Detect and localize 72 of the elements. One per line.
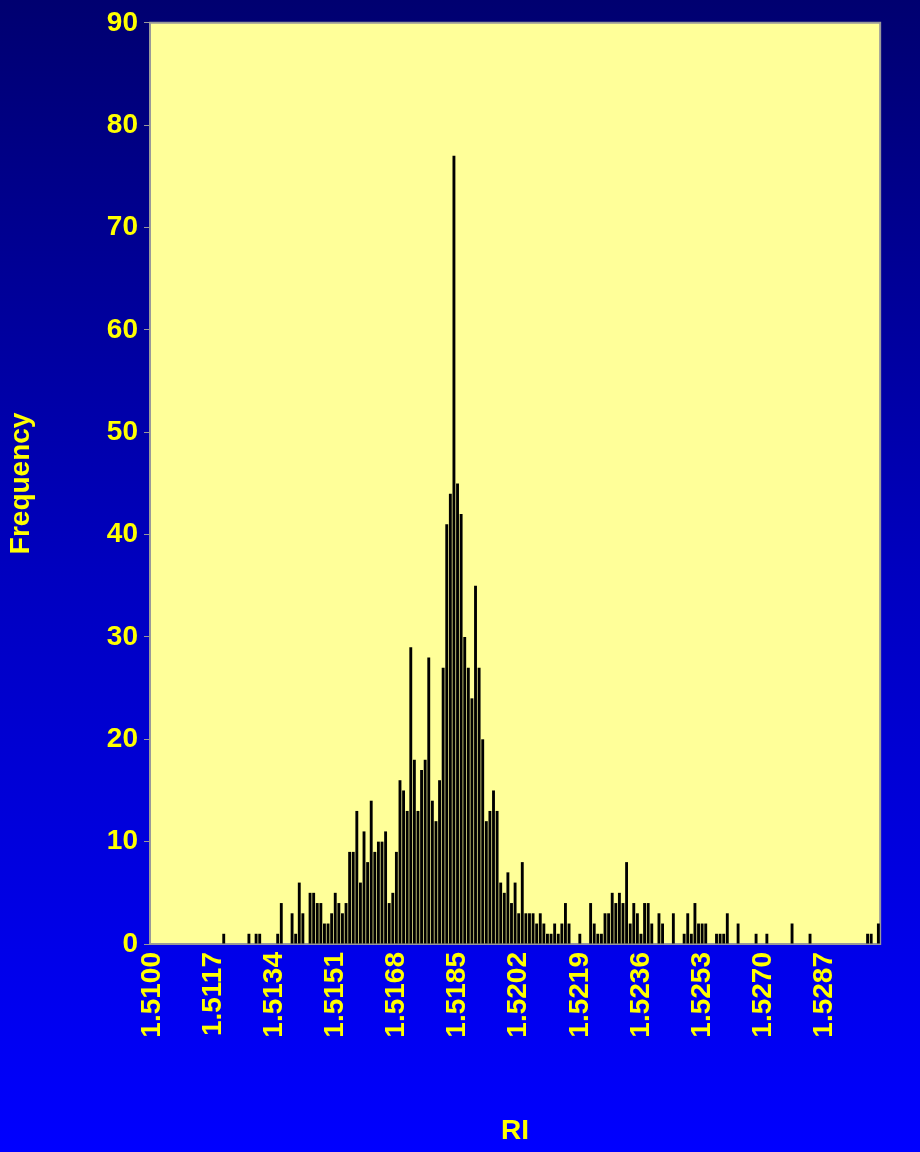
bar xyxy=(520,862,524,944)
bar xyxy=(319,903,323,944)
bar xyxy=(376,841,380,944)
bar xyxy=(704,923,708,944)
x-tick-label: 1.5117 xyxy=(195,952,227,1037)
bar xyxy=(686,913,690,944)
x-tick-label: 1.5219 xyxy=(562,952,594,1038)
bar xyxy=(492,790,495,944)
bar xyxy=(384,831,388,944)
bar xyxy=(290,913,294,944)
bar xyxy=(474,585,477,944)
bar xyxy=(297,882,301,944)
bar xyxy=(222,933,226,944)
bar xyxy=(754,933,758,944)
bar xyxy=(715,933,718,944)
bar xyxy=(258,933,262,944)
y-tick-label: 60 xyxy=(106,312,138,344)
bar xyxy=(409,647,413,944)
x-tick-label: 1.5151 xyxy=(317,952,349,1038)
bar xyxy=(869,933,873,944)
x-tick-label: 1.5168 xyxy=(379,952,411,1038)
bar xyxy=(625,862,629,944)
bar xyxy=(513,882,517,944)
bar xyxy=(693,903,697,944)
bar xyxy=(589,903,593,944)
bar xyxy=(333,892,337,944)
bar xyxy=(643,903,647,944)
bar xyxy=(578,933,582,944)
bar xyxy=(700,923,704,944)
bar xyxy=(553,923,557,944)
bar xyxy=(646,903,650,944)
bar xyxy=(876,923,880,944)
x-tick-label: 1.5270 xyxy=(745,952,777,1038)
bar xyxy=(355,810,359,944)
x-tick-label: 1.5253 xyxy=(684,952,716,1038)
x-tick-label: 1.5202 xyxy=(501,952,533,1038)
x-tick-label: 1.5134 xyxy=(256,951,288,1038)
bar xyxy=(736,923,740,944)
bar xyxy=(718,933,722,944)
x-tick-label: 1.5236 xyxy=(623,952,655,1038)
bar xyxy=(528,913,531,944)
bar xyxy=(531,913,535,944)
bar xyxy=(725,913,729,944)
bar xyxy=(427,657,431,944)
y-tick-label: 90 xyxy=(106,5,138,37)
bar xyxy=(279,903,283,944)
y-tick-label: 30 xyxy=(106,619,138,651)
bar xyxy=(312,892,316,944)
y-tick-label: 70 xyxy=(106,210,138,242)
x-tick-label: 1.5185 xyxy=(440,952,472,1038)
bar xyxy=(632,903,636,944)
bar xyxy=(538,913,542,944)
y-tick-label: 80 xyxy=(106,107,138,139)
bar xyxy=(610,892,614,944)
y-tick-label: 10 xyxy=(106,824,138,856)
bar xyxy=(308,892,312,944)
bar xyxy=(617,892,621,944)
y-tick-label: 50 xyxy=(106,414,138,446)
bar xyxy=(247,933,251,944)
bar xyxy=(671,913,675,944)
x-axis-title: RI xyxy=(501,1113,530,1145)
bar xyxy=(254,933,258,944)
bar xyxy=(765,933,769,944)
y-tick-label: 40 xyxy=(106,517,138,549)
bar xyxy=(348,851,352,944)
bar xyxy=(564,903,567,944)
x-tick-label: 1.5287 xyxy=(807,952,839,1038)
y-axis-title: Frequency xyxy=(3,412,35,555)
bar xyxy=(866,933,870,944)
bar xyxy=(506,872,510,944)
y-tick-label: 20 xyxy=(106,722,138,754)
bar xyxy=(369,800,373,944)
